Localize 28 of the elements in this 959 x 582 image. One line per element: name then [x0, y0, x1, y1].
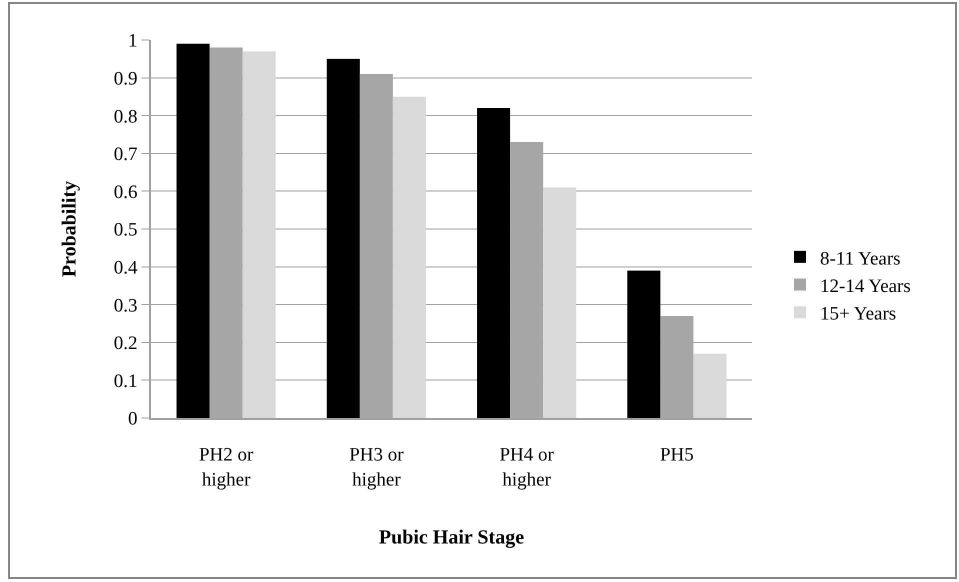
y-tick-label: 0.4	[114, 257, 138, 278]
y-tick-label: 0.9	[114, 68, 138, 90]
x-tick-label: PH3 or higher	[349, 444, 404, 490]
legend-label: 8-11 Years	[820, 248, 901, 270]
y-tick-label: 0.7	[114, 144, 138, 166]
x-axis-title: Pubic Hair Stage	[378, 526, 524, 548]
legend-label: 12-14 Years	[820, 276, 911, 297]
legend-label: 15+ Years	[820, 304, 896, 325]
bar	[477, 108, 510, 418]
x-tick-label: PH4 or higher	[499, 444, 554, 490]
bar	[326, 58, 360, 418]
bar	[543, 187, 576, 418]
bar	[242, 51, 276, 418]
bar	[627, 270, 660, 418]
y-tick-label: 0.5	[114, 220, 138, 241]
x-tick-label: PH5	[660, 444, 694, 466]
bar	[176, 44, 210, 418]
y-axis-title: Probability	[58, 180, 81, 278]
bar	[392, 96, 426, 418]
y-tick-label: 0.6	[114, 182, 138, 203]
y-tick-label: 1	[128, 30, 138, 52]
x-tick-label: PH2 or higher	[198, 444, 254, 490]
y-tick-label: 0.8	[114, 106, 138, 128]
y-tick-label: 0.1	[114, 370, 138, 392]
bar	[693, 354, 726, 418]
y-tick-label: 0.2	[114, 333, 138, 354]
y-tick-label: 0.3	[114, 295, 138, 316]
y-tick-label: 0	[128, 408, 138, 430]
